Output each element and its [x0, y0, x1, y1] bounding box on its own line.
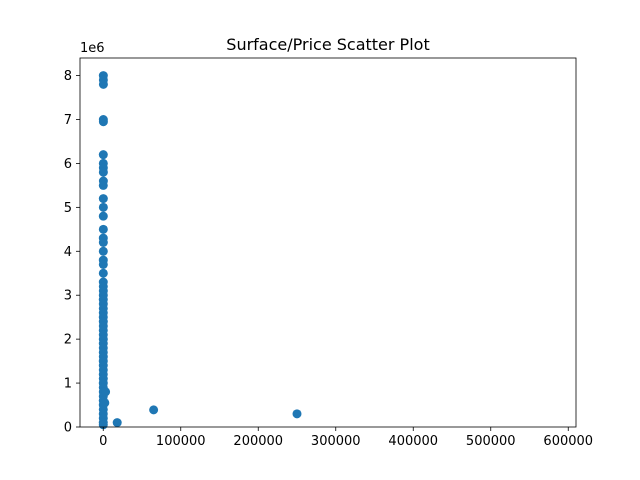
y-tick-label: 8 [64, 69, 72, 84]
data-point [98, 117, 108, 127]
data-point [98, 180, 108, 190]
plot-frame [79, 57, 577, 428]
data-point [101, 387, 111, 397]
y-tick-label: 4 [64, 245, 72, 260]
y-tick-label: 1 [64, 377, 72, 392]
x-tick-label: 400000 [388, 434, 438, 449]
chart-title: Surface/Price Scatter Plot [226, 35, 429, 54]
data-point [98, 268, 108, 278]
data-point [98, 194, 108, 204]
data-point [98, 246, 108, 256]
data-point [112, 418, 122, 428]
points-layer [98, 71, 302, 430]
y-tick-label: 0 [64, 421, 72, 436]
data-point [98, 79, 108, 89]
data-point [98, 238, 108, 247]
data-point [100, 398, 110, 408]
x-tick-label: 100000 [156, 434, 206, 449]
x-tick-label: 600000 [543, 434, 593, 449]
x-tick-label: 200000 [233, 434, 283, 449]
data-point [98, 259, 108, 269]
x-tick-label: 300000 [311, 434, 361, 449]
x-tick-label: 500000 [466, 434, 516, 449]
y-tick-label: 5 [64, 201, 72, 216]
axes-layer: 0 100000 200000 300000 400000 500000 600000 0 1 2… [64, 57, 593, 449]
data-point [98, 150, 108, 160]
y-tick-label: 3 [64, 289, 72, 304]
y-axis-exponent: 1e6 [80, 41, 105, 56]
x-tick-label: 0 [99, 434, 107, 449]
data-point [149, 405, 159, 415]
data-point [98, 211, 108, 221]
y-tick-label: 6 [64, 157, 72, 172]
data-point [98, 202, 108, 212]
data-point [98, 224, 108, 234]
data-point [292, 409, 302, 419]
y-tick-label: 7 [64, 113, 72, 128]
y-tick-label: 2 [64, 333, 72, 348]
data-point [98, 167, 108, 177]
